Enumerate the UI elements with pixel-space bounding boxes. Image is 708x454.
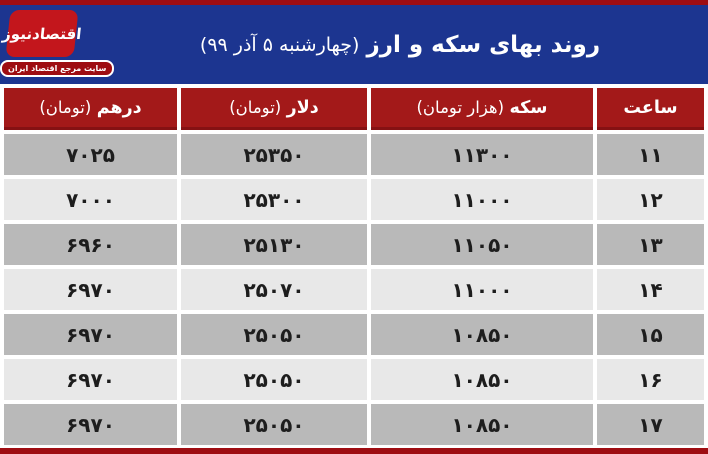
dollar-cell: ۲۵۰۵۰ xyxy=(181,359,367,400)
coin-cell: ۱۱۰۰۰ xyxy=(371,179,593,220)
coin-cell: ۱۱۳۰۰ xyxy=(371,134,593,175)
hour-cell: ۱۵ xyxy=(597,314,704,355)
bottom-red-strip xyxy=(0,448,708,454)
dollar-cell: ۲۵۱۳۰ xyxy=(181,224,367,265)
dollar-cell: ۲۵۳۰۰ xyxy=(181,179,367,220)
dirham-cell: ۶۹۷۰ xyxy=(4,359,177,400)
dirham-cell: ۶۹۷۰ xyxy=(4,314,177,355)
logo-text: اقتصادنیوز xyxy=(1,24,83,43)
table-row: ۱۳ ۱۱۰۵۰ ۲۵۱۳۰ ۶۹۶۰ xyxy=(4,224,704,265)
eghtesadnews-logo: اقتصادنیوز xyxy=(2,10,82,57)
hour-cell: ۱۲ xyxy=(597,179,704,220)
table-row: ۱۷ ۱۰۸۵۰ ۲۵۰۵۰ ۶۹۷۰ xyxy=(4,404,704,445)
hour-cell: ۱۳ xyxy=(597,224,704,265)
dirham-cell: ۷۰۰۰ xyxy=(4,179,177,220)
hour-cell: ۱۴ xyxy=(597,269,704,310)
dirham-cell: ۶۹۶۰ xyxy=(4,224,177,265)
price-table: ساعت سکه (هزار تومان) دلار (تومان) درهم … xyxy=(0,84,708,449)
dollar-cell: ۲۵۰۵۰ xyxy=(181,404,367,445)
title-date: (چهارشنبه ۵ آذر ۹۹) xyxy=(199,33,360,56)
page-title: روند بهای سکه و ارز (چهارشنبه ۵ آذر ۹۹) xyxy=(100,5,700,84)
coin-cell: ۱۱۰۰۰ xyxy=(371,269,593,310)
table-row: ۱۶ ۱۰۸۵۰ ۲۵۰۵۰ ۶۹۷۰ xyxy=(4,359,704,400)
table-header-row: ساعت سکه (هزار تومان) دلار (تومان) درهم … xyxy=(4,88,704,130)
table-row: ۱۵ ۱۰۸۵۰ ۲۵۰۵۰ ۶۹۷۰ xyxy=(4,314,704,355)
masthead: اقتصادنیوز سایت مرجع اقتصاد ایران روند ب… xyxy=(0,5,708,84)
dirham-cell: ۶۹۷۰ xyxy=(4,269,177,310)
coin-cell: ۱۰۸۵۰ xyxy=(371,404,593,445)
dollar-cell: ۲۵۳۵۰ xyxy=(181,134,367,175)
hour-cell: ۱۶ xyxy=(597,359,704,400)
hour-cell: ۱۷ xyxy=(597,404,704,445)
col-header-dollar: دلار (تومان) xyxy=(181,88,367,130)
dirham-cell: ۷۰۲۵ xyxy=(4,134,177,175)
dirham-cell: ۶۹۷۰ xyxy=(4,404,177,445)
coin-cell: ۱۰۸۵۰ xyxy=(371,314,593,355)
logo-tagline: سایت مرجع اقتصاد ایران xyxy=(0,60,115,77)
col-header-dirham: درهم (تومان) xyxy=(4,88,177,130)
dollar-cell: ۲۵۰۷۰ xyxy=(181,269,367,310)
hour-cell: ۱۱ xyxy=(597,134,704,175)
table-row: ۱۱ ۱۱۳۰۰ ۲۵۳۵۰ ۷۰۲۵ xyxy=(4,134,704,175)
table-row: ۱۲ ۱۱۰۰۰ ۲۵۳۰۰ ۷۰۰۰ xyxy=(4,179,704,220)
col-header-hour: ساعت xyxy=(597,88,704,130)
coin-cell: ۱۱۰۵۰ xyxy=(371,224,593,265)
top-red-strip xyxy=(0,0,708,5)
dollar-cell: ۲۵۰۵۰ xyxy=(181,314,367,355)
title-main: روند بهای سکه و ارز xyxy=(366,31,601,58)
col-header-coin: سکه (هزار تومان) xyxy=(371,88,593,130)
coin-cell: ۱۰۸۵۰ xyxy=(371,359,593,400)
table-row: ۱۴ ۱۱۰۰۰ ۲۵۰۷۰ ۶۹۷۰ xyxy=(4,269,704,310)
table-body: ۱۱ ۱۱۳۰۰ ۲۵۳۵۰ ۷۰۲۵ ۱۲ ۱۱۰۰۰ ۲۵۳۰۰ ۷۰۰۰ ۱۳ ۱۱۰۵۰ ۲… xyxy=(4,134,704,445)
